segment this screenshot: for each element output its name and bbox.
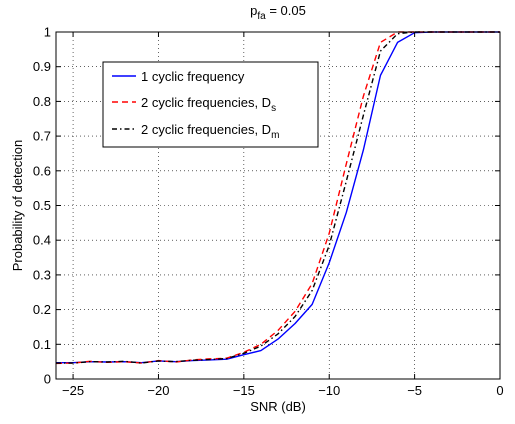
- y-tick-label: 0.7: [33, 129, 51, 144]
- y-tick-label: 1: [44, 25, 51, 40]
- chart-title: pfa = 0.05: [250, 3, 306, 22]
- legend-label: 2 cyclic frequencies, Ds: [141, 95, 276, 114]
- x-tick-label: −25: [62, 383, 84, 398]
- title-main: p: [250, 3, 257, 18]
- y-tick-label: 0.9: [33, 59, 51, 74]
- y-tick-label: 0.6: [33, 163, 51, 178]
- x-tick-label: 0: [496, 383, 503, 398]
- x-axis-label: SNR (dB): [250, 399, 306, 414]
- x-tick-label: −20: [147, 383, 169, 398]
- y-axis-label: Probability of detection: [10, 140, 25, 272]
- y-tick-label: 0.3: [33, 267, 51, 282]
- legend-label: 1 cyclic frequency: [141, 69, 245, 84]
- title-subscript: fa: [257, 11, 266, 22]
- series-line: [55, 31, 500, 365]
- x-tick-label: −15: [233, 383, 255, 398]
- legend-label: 2 cyclic frequencies, Dm: [141, 122, 279, 141]
- series-line: [56, 31, 500, 364]
- title-suffix: = 0.05: [266, 3, 306, 18]
- y-tick-label: 0.2: [33, 302, 51, 317]
- x-tick-label: −5: [407, 383, 422, 398]
- y-tick-label: 0.1: [33, 337, 51, 352]
- y-tick-label: 0.5: [33, 198, 51, 213]
- y-tick-label: 0: [44, 372, 51, 387]
- axis-ticks: −25 −20 −15 −10 −5 0 0 0.1 0.2 0.3 0.4 0.5 0.6 0.7 0.8…: [33, 25, 504, 399]
- x-tick-label: −10: [318, 383, 340, 398]
- legend-box: [102, 61, 319, 148]
- y-tick-label: 0.4: [33, 233, 51, 248]
- legend: 1 cyclic frequency 2 cyclic frequencies, …: [102, 61, 319, 148]
- y-tick-label: 0.8: [33, 94, 51, 109]
